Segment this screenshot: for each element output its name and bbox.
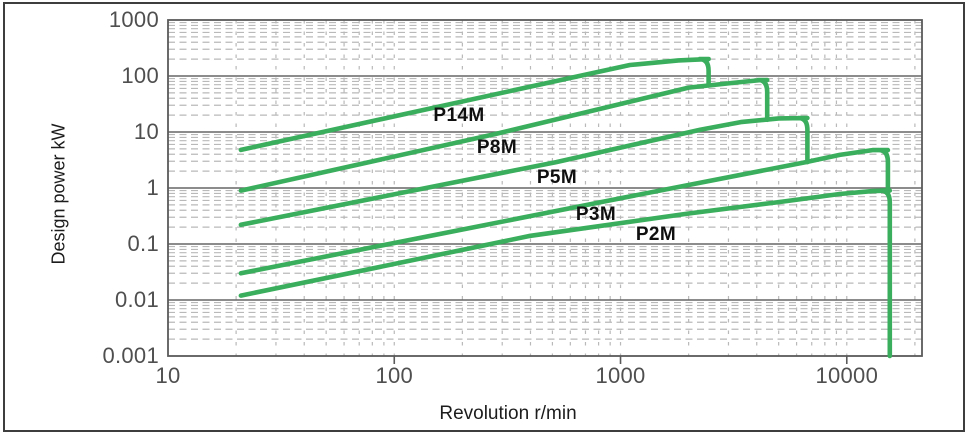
plot-border	[167, 19, 923, 357]
y-tick-label-1000: 1000	[108, 7, 159, 32]
curve-P3M	[238, 147, 891, 276]
y-tick-label-1: 1	[146, 175, 159, 200]
x-tick-label-10000: 10000	[815, 363, 879, 388]
curve-label-P5M: P5M	[536, 167, 578, 188]
y-tick-label-0.01: 0.01	[114, 287, 159, 312]
curve-P5M	[238, 115, 810, 228]
y-tick-label-0.1: 0.1	[127, 231, 159, 256]
x-axis-title: Revolution r/min	[439, 403, 577, 424]
x-tick-label-1000: 1000	[595, 363, 646, 388]
curve-label-P14M: P14M	[433, 105, 485, 126]
y-axis-title: Design power kW	[48, 123, 69, 265]
x-tick-label-100: 100	[375, 363, 414, 388]
curve-P8M	[238, 77, 770, 193]
x-tick-label-10: 10	[155, 363, 181, 388]
curve-label-P2M: P2M	[635, 224, 677, 245]
curve-P2M	[238, 188, 893, 359]
y-tick-label-10: 10	[133, 119, 159, 144]
curve-label-P3M: P3M	[575, 204, 617, 225]
curve-label-P8M: P8M	[476, 137, 518, 158]
curve-P14M	[238, 56, 711, 153]
y-tick-label-100: 100	[121, 63, 159, 88]
y-tick-label-0.001: 0.001	[102, 343, 159, 368]
